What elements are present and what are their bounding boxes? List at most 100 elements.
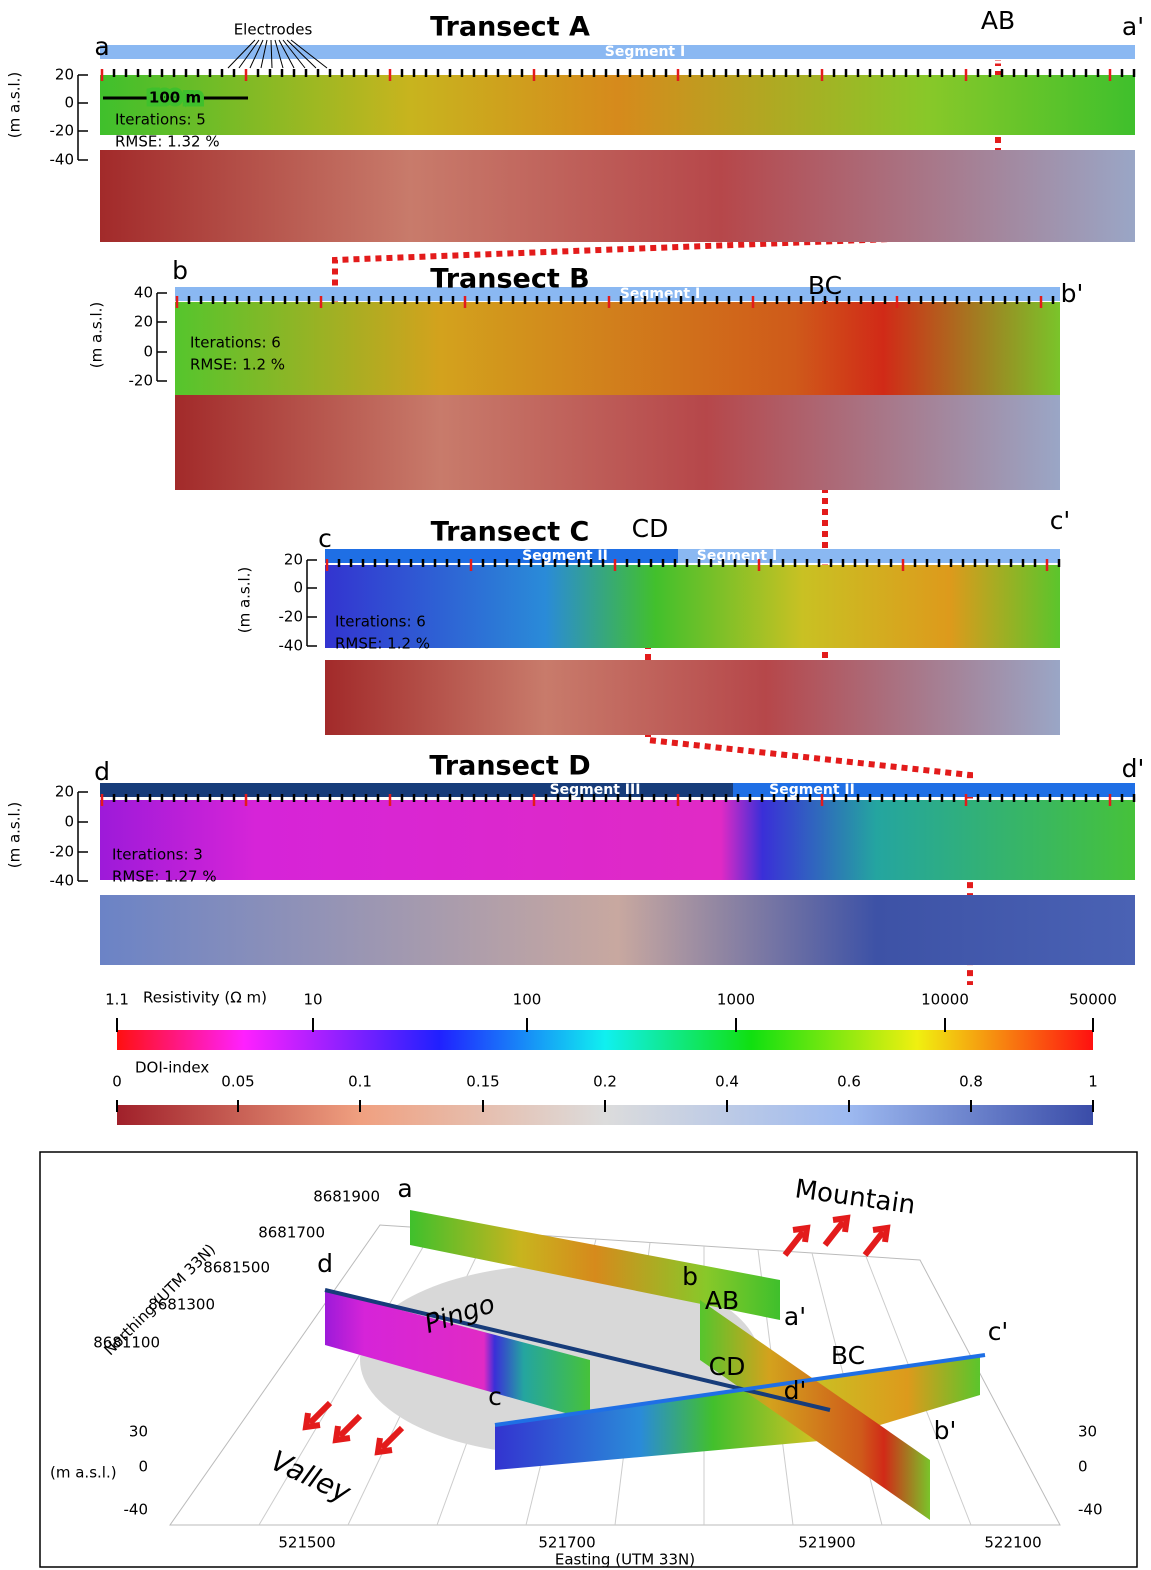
junction-label: CD	[632, 514, 669, 543]
resistivity-section	[100, 800, 1135, 880]
y-tick-label: -40	[50, 872, 75, 890]
transect-title: Transect C	[431, 517, 590, 548]
profile-label: CD	[709, 1352, 746, 1381]
z-tick-label: 0	[1078, 1458, 1088, 1476]
profile-b	[700, 1300, 930, 1520]
colorbar-label: Resistivity (Ω m)	[143, 989, 267, 1007]
colorbar-tick-label: 1000	[717, 991, 755, 1009]
rmse: RMSE: 1.32 %	[115, 133, 220, 151]
easting-tick-label: 521900	[798, 1534, 855, 1552]
scale-label: 100 m	[149, 89, 201, 107]
z-tick-label: 30	[129, 1423, 148, 1441]
y-tick-label: -20	[50, 122, 75, 140]
profile-end: a'	[1122, 12, 1144, 41]
y-tick-label: 40	[134, 284, 153, 302]
map-grid	[258, 1228, 435, 1526]
electrode-arrow	[290, 39, 328, 69]
y-axis-label: (m a.s.l.)	[236, 567, 254, 634]
colorbar-tick-label: 0.2	[593, 1073, 617, 1091]
colorbar-tick-label: 0.05	[221, 1073, 254, 1091]
northing-tick-label: 8681900	[313, 1188, 380, 1206]
electrode-arrow	[249, 39, 264, 69]
doi-section	[175, 395, 1060, 490]
profile-label: a'	[784, 1302, 806, 1331]
colorbar-tick-label: 50000	[1069, 991, 1117, 1009]
colorbar-tick-label: 0.1	[348, 1073, 372, 1091]
northing-tick-label: 8681300	[148, 1296, 215, 1314]
easting-tick-label: 521500	[278, 1534, 335, 1552]
y-tick-label: -40	[279, 637, 304, 655]
y-tick-label: -20	[279, 608, 304, 626]
map-floor	[169, 1224, 1061, 1526]
arrow	[302, 1400, 333, 1431]
resistivity-section	[175, 302, 1060, 405]
northing-tick-label: 8681500	[203, 1259, 270, 1277]
y-axis-label: (m a.s.l.)	[88, 302, 106, 369]
segment-label: Segment I	[697, 548, 777, 564]
feature-label: Valley	[266, 1444, 356, 1510]
profile-label: c'	[988, 1317, 1009, 1346]
profile-label: AB	[705, 1286, 739, 1315]
y-tick-label: 20	[134, 313, 153, 331]
rmse: RMSE: 1.2 %	[335, 635, 430, 653]
profile-label: d'	[784, 1376, 807, 1405]
y-tick-label: 20	[55, 783, 74, 801]
y-tick-label: 0	[64, 813, 74, 831]
colorbar-tick-label: 10000	[921, 991, 969, 1009]
arrow	[332, 1413, 363, 1444]
segment-band	[733, 783, 1135, 797]
northing-tick-label: 8681700	[258, 1224, 325, 1242]
profile-start: c	[318, 524, 332, 553]
profile-start: a	[94, 32, 109, 61]
y-tick-label: 20	[55, 66, 74, 84]
colorbar-label: DOI-index	[135, 1059, 209, 1077]
profile-c	[495, 1355, 980, 1470]
feature-label: Mountain	[793, 1174, 917, 1221]
profile-start: b	[172, 256, 188, 285]
segment-band	[325, 549, 678, 563]
colorbar-tick-label: 0.6	[837, 1073, 861, 1091]
profile-a	[410, 1210, 780, 1320]
profile-end: b'	[1061, 279, 1084, 308]
z-tick-label: 30	[1078, 1423, 1097, 1441]
segment-band	[175, 287, 1060, 301]
electrode-arrow	[270, 39, 273, 69]
y-tick-label: 0	[293, 579, 303, 597]
y-axis-label: (m a.s.l.)	[6, 72, 24, 139]
easting-tick-label: 521700	[538, 1534, 595, 1552]
junction-label: BC	[808, 271, 842, 300]
y-tick-label: -20	[129, 372, 154, 390]
arrow	[782, 1224, 811, 1257]
electrodes-label: Electrodes	[234, 21, 313, 39]
doi-section	[325, 660, 1060, 735]
profile-label: d	[317, 1249, 333, 1278]
doi-section	[100, 895, 1135, 965]
profile-label: b'	[934, 1416, 957, 1445]
profile-label: BC	[831, 1341, 865, 1370]
profile-label: b	[682, 1262, 698, 1291]
profile-d	[325, 1290, 590, 1420]
profile-end: c'	[1050, 506, 1071, 535]
electrode-arrow	[260, 39, 268, 69]
colorbar-tick-label: 1	[1088, 1073, 1098, 1091]
iterations: Iterations: 6	[335, 613, 426, 631]
segment-band	[678, 549, 1060, 563]
y-axis-label: (m a.s.l.)	[6, 802, 24, 869]
electrode-arrow	[238, 39, 260, 69]
iterations: Iterations: 6	[190, 334, 281, 352]
segment-band	[100, 45, 1135, 59]
y-tick-label: -20	[50, 843, 75, 861]
resistivity-colorbar	[117, 1030, 1093, 1050]
colorbar-tick-label: 0.4	[715, 1073, 739, 1091]
z-label: (m a.s.l.)	[50, 1464, 117, 1482]
profile-start: d	[94, 757, 110, 786]
rmse: RMSE: 1.27 %	[112, 868, 217, 886]
electrode-arrow	[278, 39, 295, 69]
z-tick-label: 0	[138, 1458, 148, 1476]
easting-label: Easting (UTM 33N)	[555, 1551, 695, 1569]
resistivity-section	[100, 75, 1135, 135]
easting-tick-label: 522100	[984, 1534, 1041, 1552]
doi-section	[100, 150, 1135, 242]
transect-title: Transect B	[430, 264, 589, 295]
